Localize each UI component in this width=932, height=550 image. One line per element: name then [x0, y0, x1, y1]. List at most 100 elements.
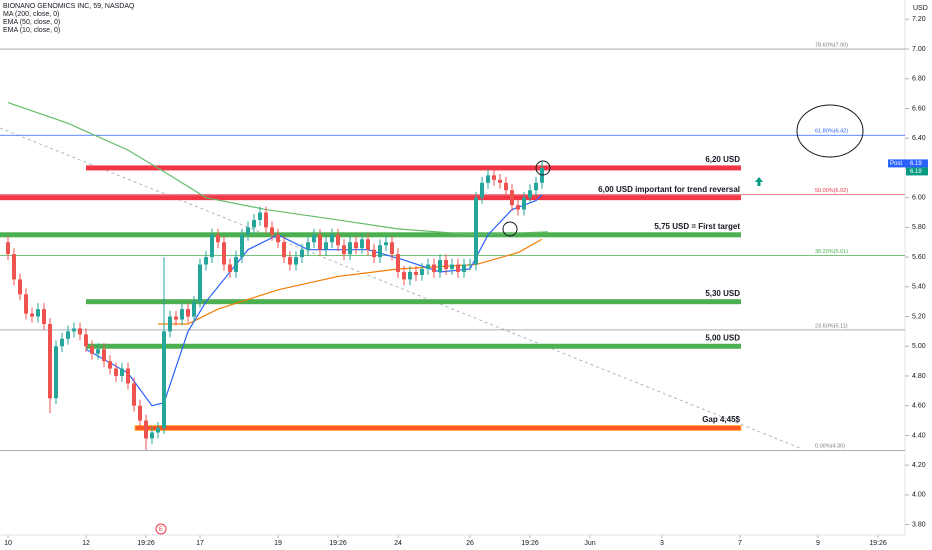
candle-body — [270, 227, 274, 235]
candle-body — [240, 234, 244, 258]
candle-body — [510, 190, 514, 206]
candle-body — [414, 271, 418, 275]
candle-body — [384, 242, 388, 246]
candle-body — [60, 338, 64, 347]
candle-body — [306, 242, 310, 250]
candle-body — [354, 242, 358, 249]
candle-body — [204, 257, 208, 265]
fib-label: 23.60%(5.11) — [815, 323, 848, 329]
x-tick-label: 19:26 — [329, 540, 347, 547]
candle-body — [120, 368, 124, 376]
plot: 78.60%(7.00) 61.80%(6.42) 50.00%(6.02) 38.2… — [0, 42, 905, 451]
level-line — [0, 232, 741, 238]
x-tick-label: 3 — [660, 540, 664, 547]
candle-body — [378, 245, 382, 258]
candle-body — [258, 212, 262, 220]
y-tick-label: 4.60 — [912, 403, 926, 410]
candle-body — [288, 257, 292, 265]
candle-body — [324, 242, 328, 250]
indicator-label: EMA (50, close, 0) — [3, 19, 60, 26]
candle-body — [30, 313, 34, 317]
candle-body — [114, 368, 118, 376]
up-arrow — [755, 177, 763, 186]
candle-body — [126, 368, 130, 384]
candle-body — [390, 242, 394, 255]
candle-body — [174, 316, 178, 320]
candle-body — [474, 197, 478, 265]
candle-body — [312, 234, 316, 243]
fib-label: 78.60%(7.00) — [815, 42, 848, 48]
level-label: 5,30 USD — [705, 289, 740, 298]
x-tick-label: 26 — [466, 540, 474, 547]
candle-body — [318, 234, 322, 250]
candle-body — [492, 175, 496, 180]
candle-body — [12, 254, 16, 280]
candle-body — [18, 279, 22, 295]
post-price: 6.19 — [910, 161, 922, 167]
highlight-circle — [502, 221, 518, 237]
candle-body — [252, 219, 256, 228]
candle-body — [468, 264, 472, 266]
y-tick-label: 4.20 — [912, 462, 926, 469]
level-label: 5,00 USD — [705, 333, 740, 342]
candle-body — [156, 428, 160, 433]
candle-body — [132, 383, 136, 406]
y-tick-label: 4.00 — [912, 492, 926, 499]
candle-body — [330, 234, 334, 243]
level-label: 5,75 USD = First target — [654, 222, 740, 231]
candle-body — [408, 271, 412, 280]
candle-body — [180, 309, 184, 320]
candle-body — [162, 331, 166, 428]
indicator-line — [158, 238, 543, 325]
candle-body — [210, 234, 214, 258]
earnings-label: E — [159, 527, 163, 533]
y-tick-label: 5.00 — [912, 343, 926, 350]
candle-body — [534, 182, 538, 191]
candle-body — [396, 254, 400, 272]
level-line — [86, 299, 741, 305]
candle-body — [528, 190, 532, 198]
candle-body — [282, 242, 286, 258]
y-tick-label: 7.00 — [912, 46, 926, 53]
level-line — [0, 195, 741, 201]
candle-body — [6, 242, 10, 255]
candle-body — [480, 182, 484, 198]
candle-body — [522, 197, 526, 210]
candle-body — [168, 316, 172, 332]
y-tick-label: 7.20 — [912, 16, 926, 23]
candle-body — [420, 268, 424, 275]
candle-body — [36, 309, 40, 317]
candle-body — [48, 323, 52, 399]
y-tick-label: 6.60 — [912, 105, 926, 112]
fib-label: 38.20%(5.61) — [815, 249, 848, 255]
candle-body — [366, 239, 370, 250]
highlight-circle — [535, 160, 551, 176]
fib-label: 50.00%(6.02) — [815, 188, 848, 194]
candle-body — [78, 328, 82, 335]
candle-body — [66, 331, 70, 339]
y-tick-label: 4.80 — [912, 373, 926, 380]
level-line — [86, 343, 741, 349]
x-tick-label: 19:26 — [521, 540, 539, 547]
candle-body — [24, 294, 28, 314]
candle-body — [96, 349, 100, 354]
fib-label: 61.80%(6.42) — [815, 129, 848, 135]
candle-body — [276, 234, 280, 243]
currency-label: USD — [913, 5, 928, 12]
candle-body — [54, 346, 58, 399]
y-tick-label: 5.60 — [912, 254, 926, 261]
x-tick-label: 24 — [394, 540, 402, 547]
y-tick-label: 4.40 — [912, 432, 926, 439]
candle-body — [438, 260, 442, 272]
candle-body — [432, 264, 436, 272]
x-tick-label: Jun — [584, 540, 595, 547]
x-tick-label: 10 — [4, 540, 12, 547]
y-tick-label: 3.80 — [912, 521, 926, 528]
candle-body — [198, 264, 202, 302]
candle-body — [402, 271, 406, 280]
highlight-ellipse — [796, 104, 864, 158]
candle-body — [234, 257, 238, 272]
candle-body — [300, 249, 304, 258]
